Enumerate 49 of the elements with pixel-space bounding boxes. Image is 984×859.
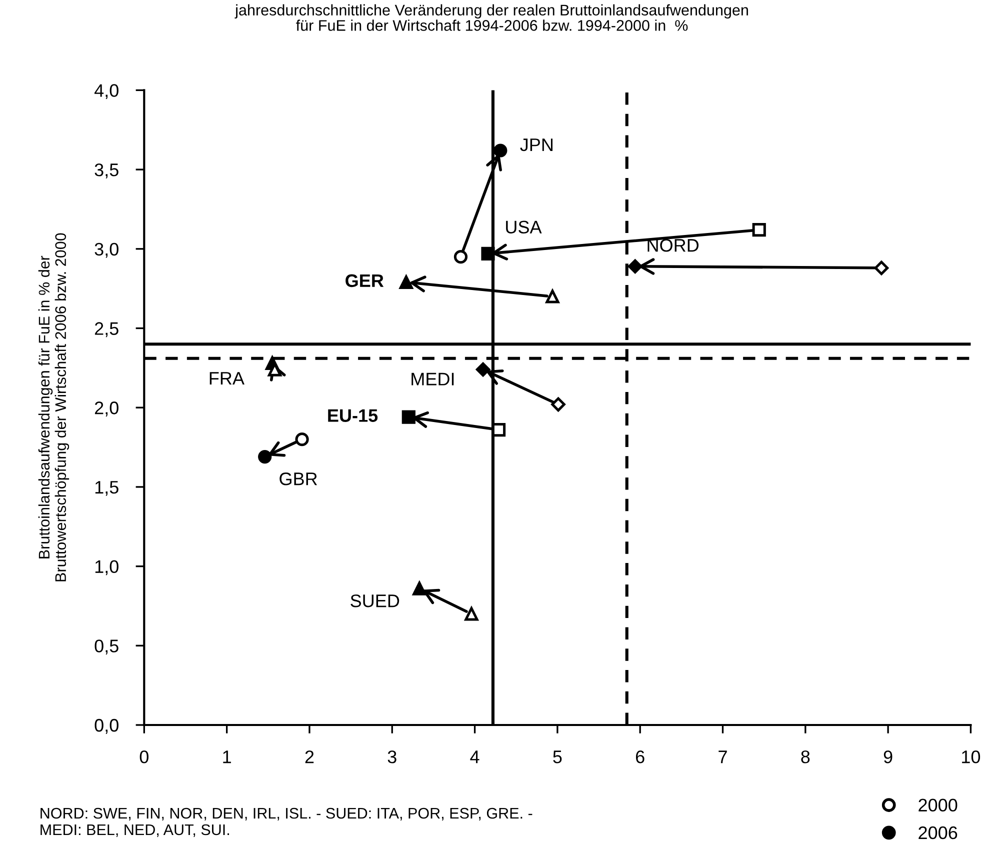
y-tick-label: 1,5 — [95, 481, 118, 496]
point — [476, 362, 490, 377]
text: NORD: SWE, FIN, NOR, DEN, IRL, ISL. - SUED: ITA, POR, ESP, GRE. - MEDI: BEL, NED, AUT, SUI. — [40, 808, 532, 837]
x-tick-label: 9 — [884, 750, 892, 764]
y-tick-label: 2,0 — [94, 402, 118, 416]
annotation: GBR — [280, 472, 318, 486]
annotation: MEDI — [412, 372, 454, 386]
y-axis-title: Bruttoinlandsaufwendungen für FuE in % der Bruttowertschöpfung der Wirtschaft 2006 bzw. 2000 — [38, 233, 70, 582]
point — [481, 246, 495, 260]
y-tick-label: 0,5 — [94, 640, 118, 654]
point — [628, 259, 642, 274]
annotation: FRA — [210, 372, 244, 384]
annotation: USA — [506, 220, 542, 234]
y-tick-label: 4,0 — [94, 84, 118, 100]
point — [874, 260, 889, 276]
x-tick-label: 0 — [140, 750, 148, 764]
point — [494, 144, 508, 158]
y-tick-label: 2,5 — [94, 322, 118, 338]
y-tick-label: 1,0 — [95, 560, 118, 576]
annotation: JPN — [520, 138, 552, 152]
legend-label: 2000 — [918, 798, 958, 812]
annotation: SUED — [350, 594, 400, 608]
y-tick-label: 0,0 — [94, 718, 118, 734]
x-tick-label: 8 — [801, 750, 810, 764]
point — [752, 223, 766, 237]
point — [546, 290, 560, 304]
point — [551, 397, 566, 412]
x-tick-label: 2 — [305, 750, 314, 764]
y-tick-label: 3,5 — [94, 163, 118, 178]
x-tick-label: 10 — [962, 750, 980, 764]
point — [454, 250, 468, 264]
point — [402, 410, 416, 424]
point — [464, 607, 478, 621]
point — [412, 582, 426, 596]
annotation: EU-15 — [328, 409, 378, 422]
annotation: NORD — [648, 238, 699, 252]
x-tick-label: 3 — [388, 750, 396, 764]
x-tick-label: 5 — [553, 750, 562, 764]
x-tick-label: 1 — [223, 750, 231, 764]
point — [295, 432, 309, 446]
x-tick-label: 7 — [718, 750, 727, 764]
point — [258, 450, 272, 464]
x-tick-label: 4 — [470, 750, 480, 764]
legend-label: 2006 — [918, 826, 958, 840]
point — [399, 275, 413, 290]
y-tick-label: 3,0 — [94, 242, 118, 258]
annotation: GER — [346, 274, 384, 288]
chart-title: jahresdurchschnittliche Veränderung der realen Bruttoinlandsaufwendungen für FuE in der Wirtschaft 1994-2006 bzw. 1994-2000 in % — [234, 4, 748, 31]
x-tick-label: 6 — [636, 750, 644, 764]
